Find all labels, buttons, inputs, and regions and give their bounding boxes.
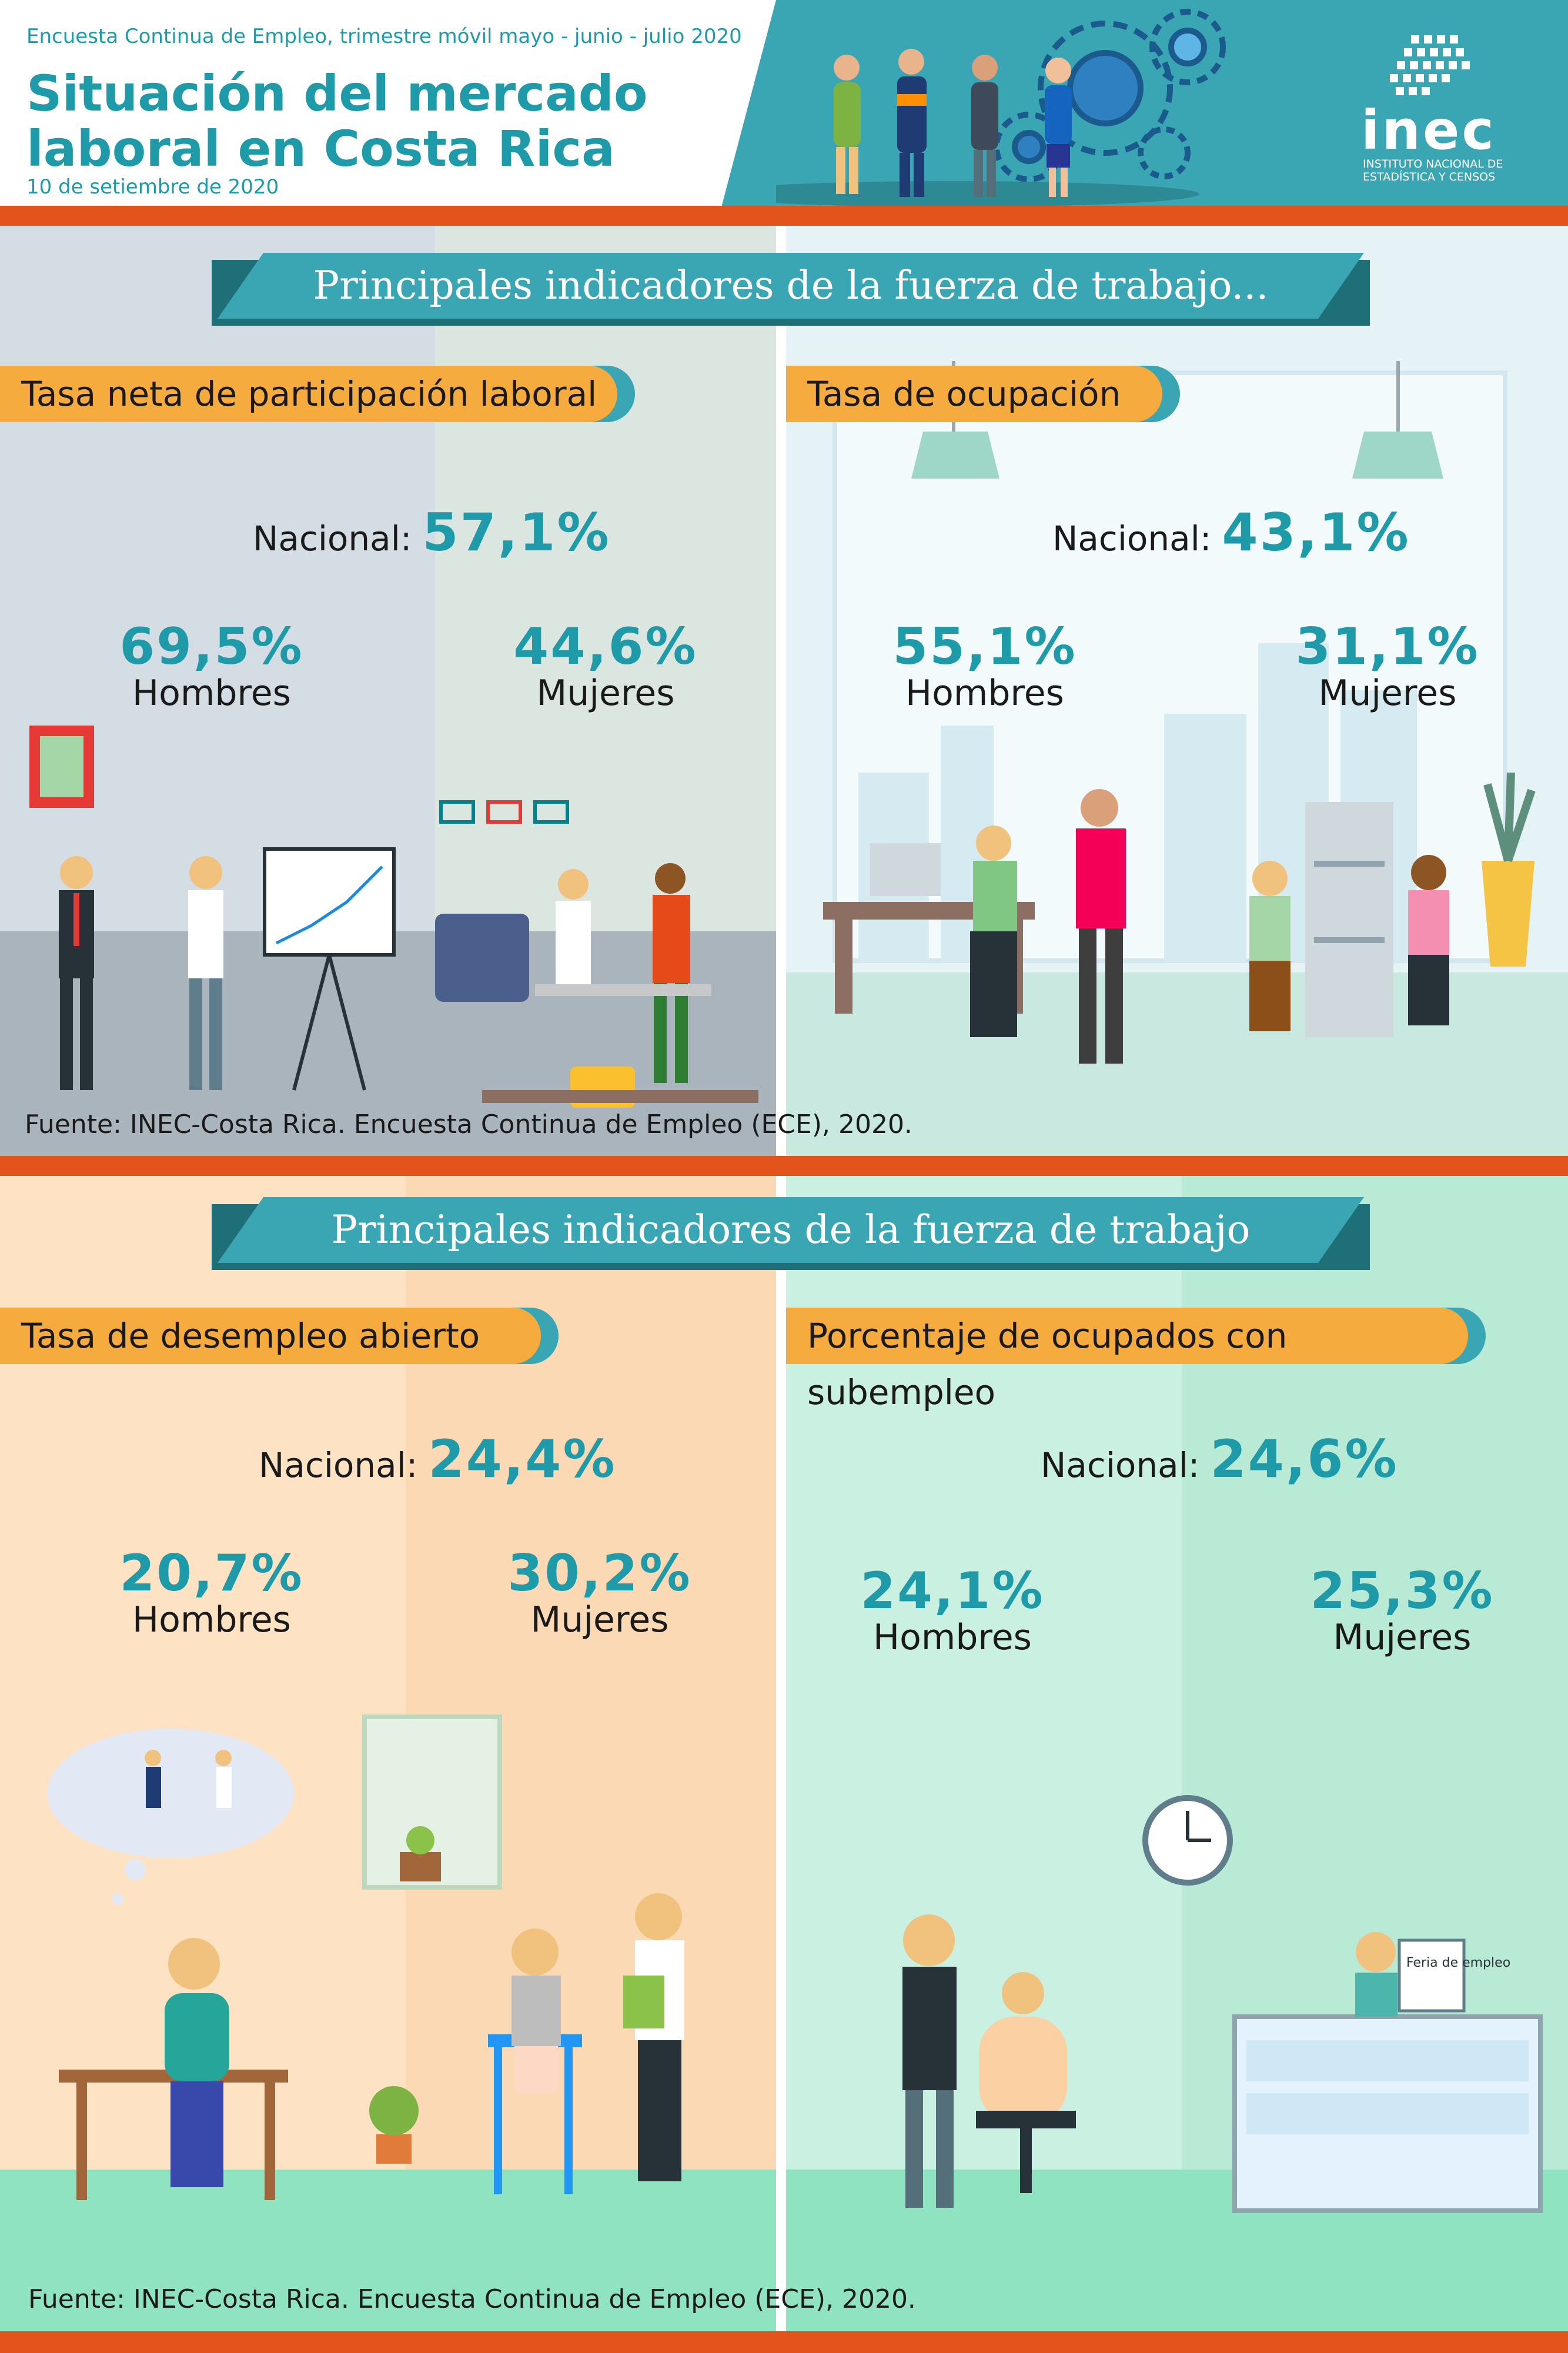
section-divider (776, 226, 786, 1156)
section-participation-occupation: Principales indicadores de la fuerza de … (0, 226, 1568, 1156)
footer-bar (0, 2331, 1568, 2353)
underemployment-women-label: Mujeres (1333, 1617, 1472, 1658)
unemployment-title: Tasa de desempleo abierto (0, 1308, 541, 1364)
section-unemployment-underemployment: Feria de empleo Principales indicadores … (0, 1176, 1568, 2331)
occupation-men-value: 55,1% (892, 617, 1077, 676)
unemployment-national-value: 24,4% (428, 1429, 617, 1489)
participation-national: Nacional: 57,1% (253, 502, 611, 563)
inec-logo-subtitle: INSTITUTO NACIONAL DE ESTADÍSTICA Y CENS… (1363, 158, 1503, 183)
participation-title: Tasa neta de participación laboral (0, 366, 617, 422)
unemployed-people-illustration (47, 1714, 684, 2200)
section2-source: Fuente: INEC-Costa Rica. Encuesta Contin… (28, 2284, 916, 2314)
header-title-panel (0, 0, 776, 206)
underemployment-national: Nacional: 24,6% (1041, 1429, 1399, 1489)
underemployment-title: Porcentaje de ocupados con subempleo (786, 1308, 1468, 1412)
participation-men: 69,5% Hombres (88, 620, 335, 713)
unemployment-women: 30,2% Mujeres (476, 1546, 723, 1639)
participation-men-label: Hombres (132, 673, 291, 714)
occupation-national: Nacional: 43,1% (1052, 502, 1410, 563)
occupation-men: 55,1% Hombres (861, 620, 1108, 713)
section1-source: Fuente: INEC-Costa Rica. Encuesta Contin… (25, 1109, 912, 1139)
header-divider-bar (0, 206, 1568, 226)
workers-illustration (834, 49, 1072, 197)
inec-logo-text: inec (1361, 99, 1496, 162)
header-subtitle: Encuesta Continua de Empleo, trimestre m… (26, 25, 742, 48)
section1-banner: Principales indicadores de la fuerza de … (218, 253, 1364, 319)
participation-national-value: 57,1% (422, 502, 611, 563)
unemployment-men: 20,7% Hombres (88, 1546, 335, 1639)
job-fair-sign: Feria de empleo (1406, 1956, 1510, 1970)
underemployment-national-value: 24,6% (1210, 1429, 1399, 1489)
publication-date: 10 de setiembre de 2020 (26, 175, 279, 199)
page-title: Situación del mercado laboral en Costa R… (26, 65, 648, 178)
presentation-illustration (29, 726, 758, 1108)
section-divider (776, 1176, 786, 2331)
underemployment-women-value: 25,3% (1310, 1562, 1495, 1620)
participation-women-label: Mujeres (536, 673, 675, 714)
section2-banner: Principales indicadores de la fuerza de … (218, 1197, 1364, 1263)
underemployment-men: 24,1% Hombres (829, 1564, 1076, 1657)
participation-national-label: Nacional: (253, 519, 412, 559)
participation-women-value: 44,6% (513, 617, 698, 676)
occupation-national-value: 43,1% (1222, 502, 1410, 563)
occupation-title: Tasa de ocupación (786, 366, 1162, 422)
unemployment-women-label: Mujeres (530, 1599, 669, 1640)
unemployment-men-value: 20,7% (119, 1544, 304, 1603)
occupation-women-value: 31,1% (1295, 617, 1480, 676)
underemployment-national-label: Nacional: (1041, 1445, 1200, 1485)
unemployment-women-value: 30,2% (507, 1544, 692, 1603)
underemployment-women: 25,3% Mujeres (1279, 1564, 1526, 1657)
occupation-national-label: Nacional: (1052, 519, 1212, 559)
occupation-men-label: Hombres (905, 673, 1064, 714)
participation-men-value: 69,5% (119, 617, 304, 676)
inec-logo-icon (1390, 35, 1470, 95)
participation-women: 44,6% Mujeres (482, 620, 729, 713)
underemployed-people-illustration: Feria de empleo (902, 1795, 1543, 2213)
occupation-women-label: Mujeres (1318, 673, 1457, 714)
underemployment-men-value: 24,1% (860, 1562, 1045, 1620)
unemployment-national-label: Nacional: (259, 1445, 418, 1485)
unemployment-men-label: Hombres (132, 1599, 291, 1640)
office-workers-illustration (823, 773, 1536, 1064)
occupation-women: 31,1% Mujeres (1264, 620, 1511, 713)
unemployment-national: Nacional: 24,4% (259, 1429, 617, 1489)
underemployment-men-label: Hombres (873, 1617, 1032, 1658)
section-divider-bar (0, 1156, 1568, 1176)
participation-floor (0, 931, 776, 1156)
gears-illustration (776, 9, 1226, 206)
